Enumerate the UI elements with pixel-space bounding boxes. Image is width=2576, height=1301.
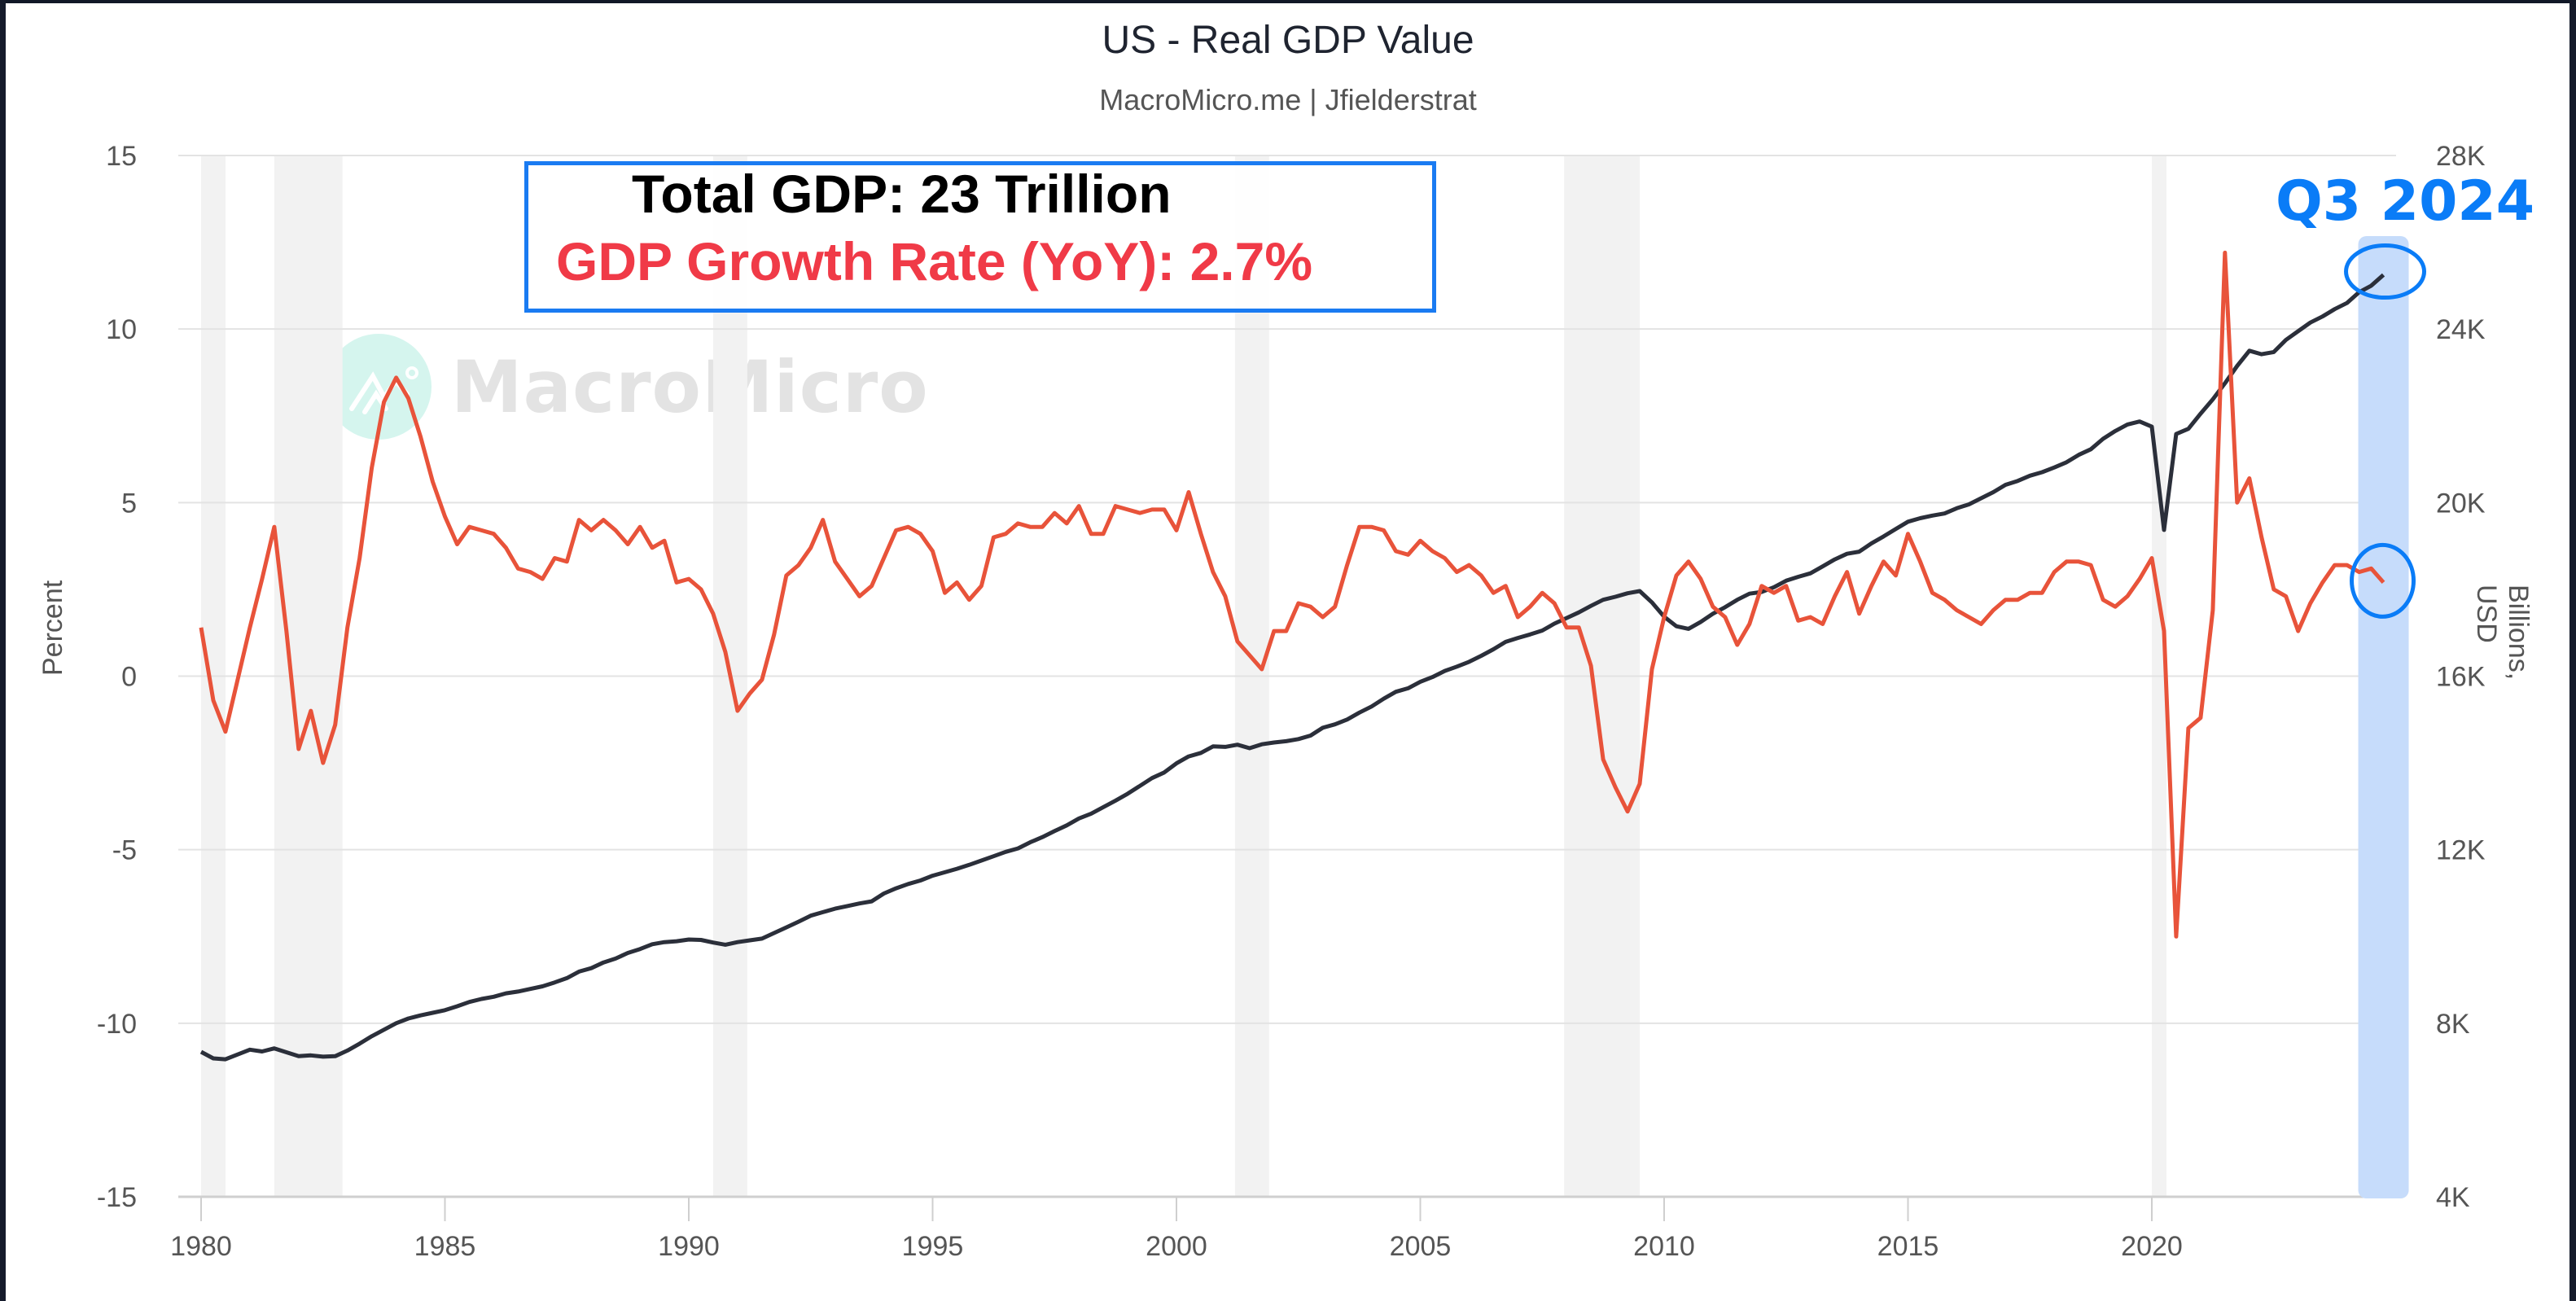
y-right-tick-label: 20K	[2436, 488, 2486, 519]
x-axis: 1980 1985 1990 1995 2000 2005 2010 2015 2020	[170, 1197, 2183, 1262]
x-tick-label: 2020	[2121, 1231, 2183, 1262]
x-tick-label: 1980	[170, 1231, 232, 1262]
x-tick-label: 2000	[1146, 1231, 1207, 1262]
y-left-tick-label: 10	[106, 314, 137, 345]
y-right-tick-label: 28K	[2436, 141, 2486, 172]
y-left-tick-label: 0	[121, 662, 137, 693]
y-left-tick-label: -10	[97, 1009, 137, 1040]
y-left-tick-label: 5	[121, 488, 137, 519]
y-right-tick-label: 16K	[2436, 662, 2486, 693]
y-right-tick-label: 12K	[2436, 835, 2486, 866]
x-tick-label: 1985	[414, 1231, 476, 1262]
q3-2024-highlight-bar	[2358, 236, 2409, 1198]
y-left-tick-label: 15	[106, 141, 137, 172]
watermark-text: MacroMicro	[451, 344, 929, 429]
latest-growth-point-circle	[2350, 542, 2416, 619]
y-left-tick-label: -15	[97, 1182, 137, 1213]
series-line-real-gdp	[199, 273, 2385, 1062]
annotation-box	[524, 161, 1436, 313]
x-tick-label: 2010	[1633, 1231, 1695, 1262]
y-axis-left: 15 10 5 0 -5 -10 -15	[97, 141, 137, 1213]
x-tick-label: 1990	[658, 1231, 720, 1262]
total-gdp-annotation: Total GDP: 23 Trillion	[632, 164, 1172, 224]
y-axis-left-title: Percent	[37, 580, 68, 676]
x-tick-label: 2005	[1390, 1231, 1452, 1262]
y-axis-right-title: Billions, USD	[2471, 585, 2534, 681]
x-tick-label: 1995	[902, 1231, 964, 1262]
growth-rate-annotation: GDP Growth Rate (YoY): 2.7%	[556, 231, 1313, 291]
chart-title: US - Real GDP Value	[1102, 19, 1474, 62]
window-top-border	[0, 0, 2576, 3]
y-right-tick-label: 8K	[2436, 1009, 2470, 1040]
y-left-tick-label: -5	[112, 835, 137, 866]
y-axis-right: 28K 24K 20K 16K 12K 8K 4K	[2436, 141, 2486, 1213]
window-left-border	[0, 0, 6, 1301]
series-line-gdp-growth	[199, 250, 2385, 939]
chart-subtitle: MacroMicro.me | Jfielderstrat	[1099, 83, 1477, 116]
period-label: Q3 2024	[2276, 169, 2535, 234]
x-tick-label: 2015	[1877, 1231, 1939, 1262]
y-right-tick-label: 4K	[2436, 1182, 2470, 1213]
latest-gdp-point-circle	[2344, 243, 2427, 300]
window-right-border	[2569, 0, 2576, 1301]
y-right-tick-label: 24K	[2436, 314, 2486, 345]
gridlines	[178, 155, 2396, 1198]
